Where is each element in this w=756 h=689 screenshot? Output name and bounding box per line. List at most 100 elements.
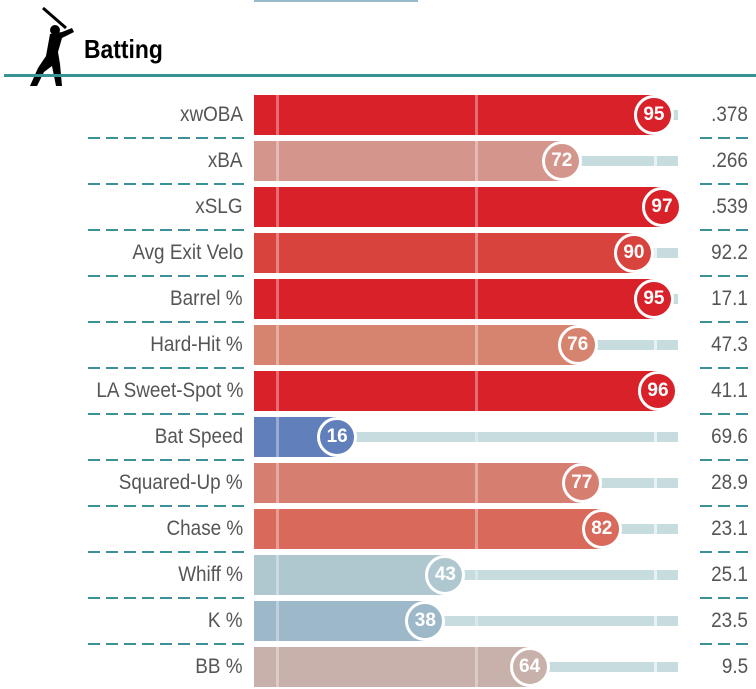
metric-value: 47.3 [711,333,748,356]
percentile-bar [254,371,658,411]
track-tick [654,662,657,672]
metric-label: Bat Speed [154,425,243,448]
percentile-badge: 97 [641,187,682,227]
percentile-bar [254,325,578,365]
metric-value: .539 [711,195,748,218]
gridline [475,279,478,319]
track-tick [654,616,657,626]
metric-label: BB % [195,655,243,678]
percentile-badge: 43 [425,555,466,595]
gridline [276,601,279,641]
row-divider [700,551,750,553]
percentile-bar [254,463,582,503]
metric-value: 28.9 [711,471,748,494]
gridline [475,95,478,135]
metric-label: Hard-Hit % [150,333,243,356]
metric-value: 23.5 [711,609,748,632]
row-divider [88,137,244,139]
metric-row: Bat Speed 16 69.6 [0,417,756,457]
row-divider [700,505,750,507]
row-divider [700,597,750,599]
row-divider [88,597,244,599]
metric-label: Barrel % [170,287,243,310]
metric-row: xBA 72 .266 [0,141,756,181]
row-divider [88,459,244,461]
metric-value: 9.5 [721,655,748,678]
gridline [475,325,478,365]
metric-value: .266 [711,149,748,172]
top-divider [254,0,418,2]
metric-row: Whiff % 43 25.1 [0,555,756,595]
metric-row: K % 38 23.5 [0,601,756,641]
percentile-bar [254,95,654,135]
metric-row: xSLG 97 .539 [0,187,756,227]
track-tick [654,478,657,488]
metric-value: 69.6 [711,425,748,448]
metric-value: 25.1 [711,563,748,586]
gridline [475,601,478,641]
metric-row: Hard-Hit % 76 47.3 [0,325,756,365]
track-tick [654,524,657,534]
metric-value: .378 [711,103,748,126]
percentile-badge: 82 [581,509,622,549]
metric-row: Squared-Up % 77 28.9 [0,463,756,503]
track-tick [654,340,657,350]
track-tick [654,570,657,580]
track-tick [654,156,657,166]
percentile-bar [254,141,562,181]
metric-label: Chase % [166,517,243,540]
row-divider [88,551,244,553]
row-divider [88,505,244,507]
metric-label: Avg Exit Velo [131,241,243,264]
gridline [276,325,279,365]
metric-row: Avg Exit Velo 90 92.2 [0,233,756,273]
gridline [475,417,478,457]
track-tick [654,248,657,258]
percentile-bar [254,233,634,273]
percentile-badge: 96 [637,371,678,411]
row-divider [88,643,244,645]
row-divider [88,321,244,323]
metric-label: xSLG [195,195,243,218]
track-tick [654,432,657,442]
metric-row: Chase % 82 23.1 [0,509,756,549]
metric-value: 17.1 [711,287,748,310]
percentile-badge: 90 [613,233,654,273]
percentile-bar [254,647,530,687]
gridline [276,509,279,549]
percentile-track [577,340,678,350]
metric-value: 92.2 [711,241,748,264]
metric-row: Barrel % 95 17.1 [0,279,756,319]
gridline [276,279,279,319]
gridline [276,371,279,411]
percentile-badge: 38 [405,601,446,641]
gridline [475,555,478,595]
row-divider [700,137,750,139]
row-divider [88,183,244,185]
gridline [276,417,279,457]
gridline [276,463,279,503]
row-divider [88,275,244,277]
percentile-track [337,432,678,442]
gridline [475,371,478,411]
metric-row: BB % 64 9.5 [0,647,756,687]
metric-value: 23.1 [711,517,748,540]
row-divider [700,367,750,369]
percentile-bar [254,279,654,319]
row-divider [700,183,750,185]
percentile-badge: 16 [317,417,358,457]
percentile-track [561,156,678,166]
percentile-badge: 64 [509,647,550,687]
row-divider [700,413,750,415]
gridline [475,509,478,549]
row-divider [700,459,750,461]
gridline [276,555,279,595]
row-divider [700,643,750,645]
metric-value: 41.1 [711,379,748,402]
row-divider [88,367,244,369]
section-title: Batting [84,34,163,64]
percentile-track [601,524,678,534]
row-divider [700,275,750,277]
metric-label: xBA [208,149,243,172]
section-divider [4,74,756,77]
